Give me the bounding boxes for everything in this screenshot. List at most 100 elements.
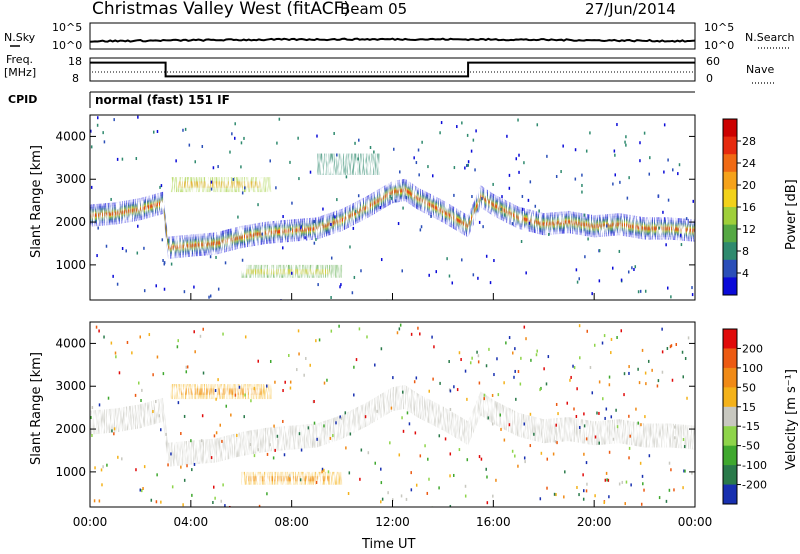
power-speck [538,209,540,213]
power-speck [585,149,588,153]
power-speck [215,255,217,259]
velocity-speck [656,384,659,388]
power-speck [405,196,408,200]
velocity-speck [90,416,92,420]
power-speck [269,159,271,163]
velocity-speck [274,448,276,452]
velocity-speck [628,371,630,375]
time-tick-label: 08:00 [274,515,309,529]
velocity-speck [321,467,324,471]
velocity-speck [573,407,575,411]
power-speck [113,118,115,122]
power-speck [506,134,508,138]
power-speck [485,254,488,258]
power-speck [257,203,259,207]
power-speck [477,276,479,280]
velocity-speck [530,358,532,362]
velocity-speck [194,350,196,354]
velocity-speck [639,461,642,465]
power-patch-3 [246,269,330,275]
velocity-speck [675,343,678,347]
power-speck [500,207,502,211]
power-speck [581,183,583,187]
velocity-speck [419,454,422,458]
power-speck [501,195,503,199]
power-speck [648,172,651,176]
power-range-tick-label: 4000 [55,129,86,143]
velocity-speck [495,478,497,482]
velocity-speck [615,408,617,412]
power-speck [352,226,355,230]
power-speck [317,283,319,287]
power-speck [427,165,429,169]
nsky-label: N.Sky [4,31,36,44]
velocity-speck [398,453,401,457]
power-speck [224,261,227,265]
velocity-speck [477,354,480,358]
velocity-speck [539,497,542,501]
power-speck [240,165,242,169]
power-speck [525,271,527,275]
velocity-speck [576,387,578,391]
power-speck [212,166,215,170]
velocity-speck [185,365,188,369]
velocity-speck [513,375,515,379]
velocity-speck [471,356,473,360]
velocity-speck [313,399,315,403]
velocity-speck [486,501,489,505]
power-colorbar-label: Power [dB] [784,179,799,250]
velocity-speck [139,488,142,492]
velocity-speck [591,391,594,395]
velocity-speck [193,462,196,466]
velocity-speck [348,471,351,475]
power-speck [451,281,454,285]
velocity-speck [523,456,526,460]
power-speck [399,170,401,174]
power-speck [591,292,593,296]
power-speck [663,123,666,127]
power-speck [234,136,236,140]
velocity-speck [111,429,113,433]
nave-label: Nave [746,63,774,76]
power-speck [244,186,246,190]
velocity-speck [598,441,601,445]
velocity-speck [126,340,129,344]
velocity-speck [514,347,516,351]
velocity-patch-1 [178,388,262,395]
velocity-speck [453,385,455,389]
velocity-speck [449,389,452,393]
velocity-speck [253,386,256,390]
velocity-speck [485,364,488,368]
velocity-speck [113,427,116,431]
power-speck [493,259,495,263]
velocity-speck [648,454,651,458]
power-speck [528,221,531,225]
velocity-speck [448,360,450,364]
velocity-speck [313,421,316,425]
power-speck [298,177,300,181]
power-speck [627,270,630,274]
velocity-range-tick-label: 3000 [55,379,86,393]
power-speck [634,265,637,269]
velocity-speck [91,434,93,438]
velocity-speck [458,351,461,355]
velocity-speck [183,414,186,418]
power-heatmap [90,115,695,300]
power-speck [471,195,473,199]
velocity-speck [315,480,318,484]
velocity-speck [610,337,613,341]
velocity-speck [191,493,193,497]
power-speck [401,269,403,273]
power-speck [658,226,660,230]
velocity-speck [98,403,101,407]
velocity-speck [628,446,631,450]
power-speck [691,293,694,297]
velocity-speck [683,469,685,473]
power-range-tick-label: 2000 [55,215,86,229]
power-speck [333,131,335,135]
power-speck [472,138,475,142]
velocity-speck [487,416,490,420]
power-speck [644,289,647,293]
velocity-speck [593,343,596,347]
